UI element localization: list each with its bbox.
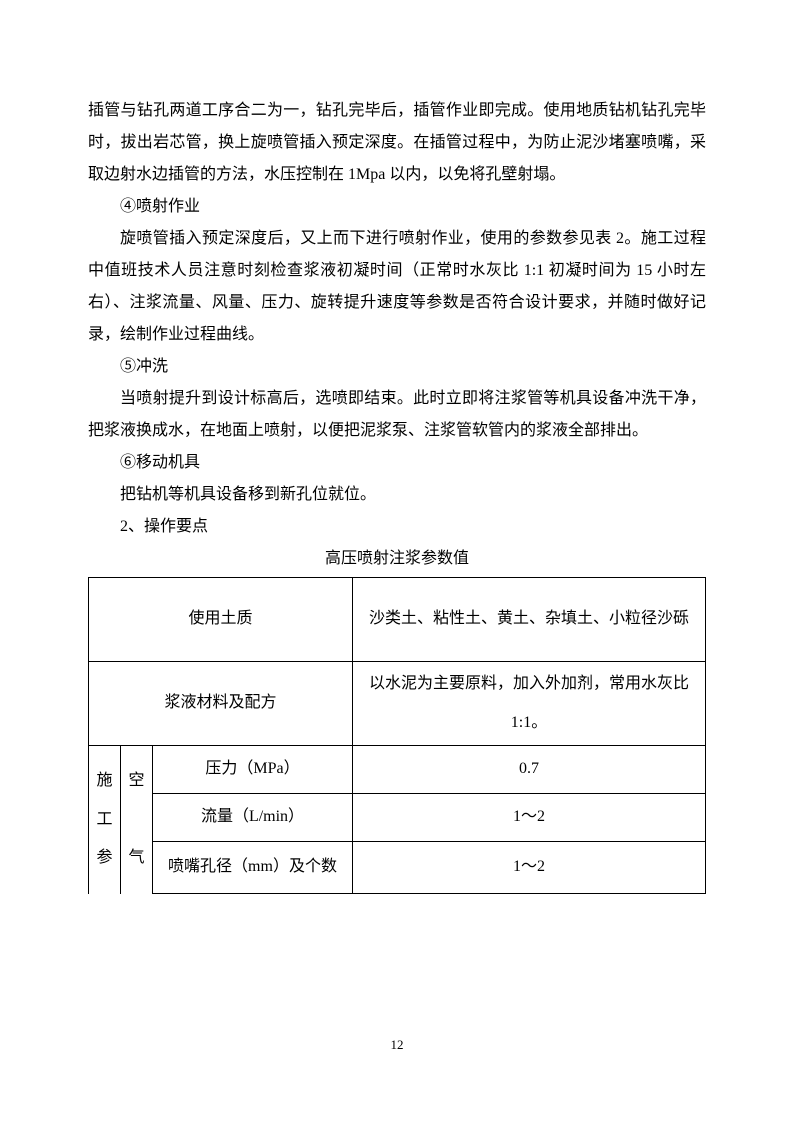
- table-row: 施 工 参 空 气 压力（MPa） 0.7: [89, 746, 706, 794]
- paragraph-7: 把钻机等机具设备移到新孔位就位。: [88, 479, 706, 511]
- paragraph-6: ⑥移动机具: [88, 447, 706, 479]
- cell-material-label: 浆液材料及配方: [89, 662, 353, 746]
- vchar: 施: [96, 762, 112, 800]
- table-row: 使用土质 沙类土、粘性土、黄土、杂填土、小粒径沙砾: [89, 578, 706, 662]
- cell-pressure-value: 0.7: [353, 746, 706, 794]
- parameters-table: 使用土质 沙类土、粘性土、黄土、杂填土、小粒径沙砾 浆液材料及配方 以水泥为主要…: [88, 577, 706, 894]
- cell-nozzle-label: 喷嘴孔径（mm）及个数: [153, 842, 353, 894]
- cell-flow-label: 流量（L/min）: [153, 794, 353, 842]
- cell-pressure-label: 压力（MPa）: [153, 746, 353, 794]
- vchar: 参: [96, 839, 112, 877]
- cell-material-value: 以水泥为主要原料，加入外加剂，常用水灰比 1:1。: [353, 662, 706, 746]
- vchar: 工: [96, 801, 112, 839]
- paragraph-5: 当喷射提升到设计标高后，选喷即结束。此时立即将注浆管等机具设备冲洗干净，把浆液换…: [88, 383, 706, 447]
- page-content: 插管与钻孔两道工序合二为一，钻孔完毕后，插管作业即完成。使用地质钻机钻孔完毕时，…: [0, 0, 794, 894]
- cell-flow-value: 1～2: [353, 794, 706, 842]
- paragraph-8: 2、操作要点: [88, 511, 706, 543]
- cell-soil-value: 沙类土、粘性土、黄土、杂填土、小粒径沙砾: [353, 578, 706, 662]
- cell-nozzle-value: 1～2: [353, 842, 706, 894]
- table-caption: 高压喷射注浆参数值: [88, 543, 706, 575]
- cell-soil-label: 使用土质: [89, 578, 353, 662]
- paragraph-3: 旋喷管插入预定深度后，又上而下进行喷射作业，使用的参数参见表 2。施工过程中值班…: [88, 223, 706, 351]
- cell-vertical-construction: 施 工 参: [89, 746, 121, 894]
- vchar: 空: [128, 762, 144, 800]
- vchar: 气: [128, 839, 144, 877]
- page-number: 12: [0, 1037, 794, 1053]
- paragraph-1: 插管与钻孔两道工序合二为一，钻孔完毕后，插管作业即完成。使用地质钻机钻孔完毕时，…: [88, 95, 706, 191]
- table-row: 浆液材料及配方 以水泥为主要原料，加入外加剂，常用水灰比 1:1。: [89, 662, 706, 746]
- paragraph-4: ⑤冲洗: [88, 351, 706, 383]
- cell-vertical-air: 空 气: [121, 746, 153, 894]
- table-row: 喷嘴孔径（mm）及个数 1～2: [89, 842, 706, 894]
- paragraph-2: ④喷射作业: [88, 191, 706, 223]
- table-row: 流量（L/min） 1～2: [89, 794, 706, 842]
